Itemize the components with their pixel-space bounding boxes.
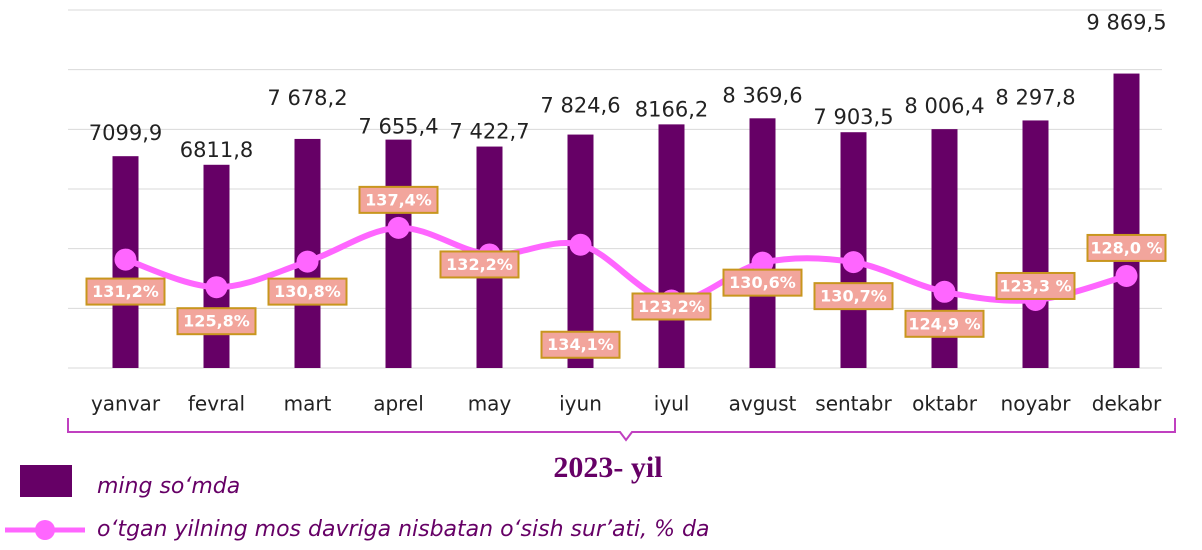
label-box (813, 282, 894, 311)
x-tick-label: oktabr (912, 392, 978, 416)
line-marker (114, 248, 137, 271)
label-box (439, 250, 520, 279)
value-label: 6811,8 (180, 138, 253, 162)
x-tick-label: aprel (373, 392, 424, 416)
x-tick-label: noyabr (1001, 392, 1072, 416)
line-marker (751, 251, 774, 274)
value-label: 7 903,5 (813, 105, 893, 129)
line-marker (933, 280, 956, 303)
bar (385, 139, 412, 368)
legend-marker (35, 520, 55, 540)
line-value-label: 130,8% (274, 282, 341, 301)
x-tick-label: dekabr (1092, 392, 1162, 416)
line-value-label: 128,0 % (1090, 238, 1162, 257)
x-tick-label: sentabr (815, 392, 892, 416)
label-box (540, 330, 621, 359)
x-tick-label: yanvar (91, 392, 161, 416)
value-label: 8 006,4 (904, 94, 984, 118)
x-tick-label: mart (284, 392, 332, 416)
label-box (995, 271, 1076, 300)
value-label: 9 869,5 (1086, 11, 1166, 35)
value-label: 8 297,8 (995, 85, 1075, 109)
bar (1022, 120, 1049, 368)
value-label: 7 655,4 (358, 115, 438, 139)
line-marker (569, 233, 592, 256)
line-marker (1115, 264, 1138, 287)
line-value-label: 130,7% (820, 287, 887, 306)
line-marker (387, 216, 410, 239)
label-box (267, 277, 348, 306)
line-value-label: 134,1% (547, 335, 614, 354)
x-tick-label: iyun (559, 392, 602, 416)
line-value-label: 137,4% (365, 190, 432, 209)
label-box (85, 277, 166, 306)
bracket (67, 418, 1176, 442)
legend-swatch-bar (20, 465, 72, 497)
x-tick-label: avgust (729, 392, 797, 416)
value-label: 7099,9 (89, 121, 162, 145)
legend-label: ming so‘mda (97, 474, 240, 499)
label-box (1086, 233, 1167, 262)
line-value-label: 125,8% (183, 312, 250, 331)
value-label: 7 678,2 (267, 86, 347, 110)
line-value-label: 132,2% (446, 255, 513, 274)
bar (749, 118, 776, 368)
bar (203, 164, 230, 368)
line-value-label: 123,3 % (999, 276, 1071, 295)
bar (1113, 73, 1140, 369)
line-value-label: 131,2% (92, 282, 159, 301)
line-marker (842, 251, 865, 274)
x-axis-label: 2023- yil (553, 451, 662, 484)
label-box (176, 307, 257, 336)
x-tick-label: may (468, 392, 512, 416)
legend-label: o‘tgan yilning mos davriga nisbatan o‘si… (97, 517, 710, 542)
label-box (904, 309, 985, 338)
value-label: 7 422,7 (449, 120, 529, 144)
label-box (722, 268, 803, 297)
line-marker (296, 250, 319, 273)
bar (658, 124, 685, 368)
value-label: 8166,2 (635, 97, 708, 121)
bar (840, 132, 867, 368)
line-value-label: 123,2% (638, 297, 705, 316)
label-box (631, 292, 712, 321)
value-label: 8 369,6 (722, 83, 802, 107)
label-box (358, 185, 439, 214)
x-tick-label: fevral (188, 392, 245, 416)
x-tick-label: iyul (654, 392, 690, 416)
line-value-label: 124,9 % (908, 314, 980, 333)
line-marker (205, 276, 228, 299)
value-label: 7 824,6 (540, 94, 620, 118)
line-value-label: 130,6% (729, 273, 796, 292)
